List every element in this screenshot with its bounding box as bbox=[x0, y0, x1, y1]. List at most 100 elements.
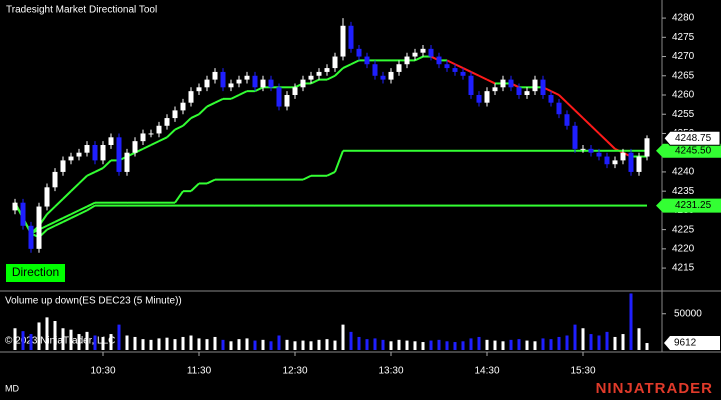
indicator-line bbox=[158, 136, 168, 143]
candle-body bbox=[68, 156, 74, 161]
candle-body bbox=[180, 102, 186, 111]
candle-body bbox=[244, 75, 250, 80]
indicator-line bbox=[182, 117, 192, 127]
volume-bar bbox=[37, 322, 41, 350]
candle-body bbox=[452, 68, 458, 72]
candle-body bbox=[188, 91, 194, 103]
indicator-line bbox=[230, 94, 240, 100]
volume-bar bbox=[365, 339, 369, 350]
volume-bar bbox=[405, 340, 409, 350]
last-volume-marker bbox=[664, 336, 720, 351]
candle-body bbox=[252, 75, 258, 88]
indicator-line bbox=[190, 113, 200, 119]
y-tick-label: 50000 bbox=[674, 308, 702, 319]
candle-body bbox=[356, 48, 362, 57]
volume-bar bbox=[549, 339, 553, 350]
candle-body bbox=[364, 56, 370, 65]
volume-bar bbox=[101, 336, 105, 350]
candle-body bbox=[620, 152, 626, 161]
y-tick-label: 4260 bbox=[672, 90, 695, 101]
candle-body bbox=[484, 91, 490, 103]
volume-bar bbox=[373, 338, 377, 350]
candle-body bbox=[428, 48, 434, 57]
candle-body bbox=[156, 125, 162, 134]
volume-bar bbox=[413, 341, 417, 350]
candle-body bbox=[380, 75, 386, 80]
volume-bar bbox=[317, 339, 321, 350]
candle-body bbox=[308, 75, 314, 80]
indicator-line bbox=[54, 198, 64, 208]
candle-body bbox=[60, 160, 66, 172]
indicator-line bbox=[174, 190, 184, 204]
x-tick-label: 13:30 bbox=[378, 366, 403, 377]
candle-body bbox=[132, 141, 138, 153]
indicator-line bbox=[574, 109, 584, 119]
volume-bar bbox=[469, 338, 473, 350]
candle-body bbox=[476, 95, 482, 103]
volume-bar bbox=[485, 339, 489, 350]
volume-title: Volume up down(ES DEC23 (5 Minute)) bbox=[5, 296, 182, 307]
copyright: © 2023 NinjaTrader, LLC bbox=[5, 336, 115, 347]
candle-body bbox=[532, 79, 538, 92]
candle-body bbox=[316, 71, 322, 76]
candle-body bbox=[44, 187, 50, 207]
candle-body bbox=[28, 225, 34, 249]
x-tick-label: 12:30 bbox=[282, 366, 307, 377]
footer-label: MD bbox=[5, 383, 19, 393]
volume-bar bbox=[573, 324, 577, 350]
chart-title: Tradesight Market Directional Tool bbox=[6, 5, 157, 16]
indicator-line bbox=[342, 63, 352, 69]
candle-body bbox=[36, 206, 42, 249]
candle-body bbox=[340, 25, 346, 57]
candle-body bbox=[12, 202, 18, 211]
indicator-line bbox=[206, 101, 216, 108]
volume-bar bbox=[437, 339, 441, 350]
volume-bar bbox=[189, 335, 193, 350]
y-tick-label: 4240 bbox=[672, 167, 695, 178]
y-tick-label: 4255 bbox=[672, 109, 695, 120]
indicator-line bbox=[70, 182, 80, 192]
volume-bar bbox=[541, 338, 545, 350]
indicator-line bbox=[414, 55, 424, 62]
indicator-line bbox=[190, 182, 200, 192]
candle-body bbox=[20, 202, 26, 226]
volume-bar bbox=[237, 339, 241, 350]
candle-body bbox=[636, 156, 642, 172]
indicator-line bbox=[326, 74, 336, 81]
candle-body bbox=[548, 95, 554, 103]
candle-body bbox=[260, 79, 266, 88]
indicator-line bbox=[598, 132, 608, 142]
candle-body bbox=[412, 52, 418, 57]
volume-bar bbox=[509, 339, 513, 350]
volume-bar bbox=[565, 335, 569, 350]
candle-body bbox=[300, 79, 306, 88]
volume-bar bbox=[117, 324, 121, 350]
candle-body bbox=[500, 79, 506, 88]
volume-bar bbox=[69, 329, 73, 350]
volume-bar bbox=[293, 341, 297, 350]
volume-bar bbox=[445, 341, 449, 350]
volume-bar bbox=[389, 341, 393, 350]
candle-body bbox=[164, 118, 170, 126]
candle-body bbox=[204, 79, 210, 88]
volume-bar bbox=[301, 340, 305, 350]
volume-bar bbox=[181, 336, 185, 350]
indicator-line bbox=[590, 125, 600, 135]
indicator-line bbox=[334, 67, 344, 77]
indicator-line bbox=[550, 90, 560, 96]
volume-bar bbox=[269, 341, 273, 350]
candle-body bbox=[468, 75, 474, 95]
volume-bar bbox=[109, 334, 113, 350]
candle-body bbox=[100, 145, 106, 161]
indicator-line bbox=[310, 78, 320, 85]
indicator-line bbox=[582, 117, 592, 127]
indicator-line bbox=[62, 190, 72, 200]
volume-bar bbox=[429, 340, 433, 350]
volume-bar bbox=[277, 335, 281, 350]
volume-bar bbox=[477, 336, 481, 350]
candle-body bbox=[220, 71, 226, 88]
indicator-line bbox=[70, 209, 80, 216]
volume-bar bbox=[597, 335, 601, 350]
last-volume-label: 9612 bbox=[674, 338, 697, 349]
